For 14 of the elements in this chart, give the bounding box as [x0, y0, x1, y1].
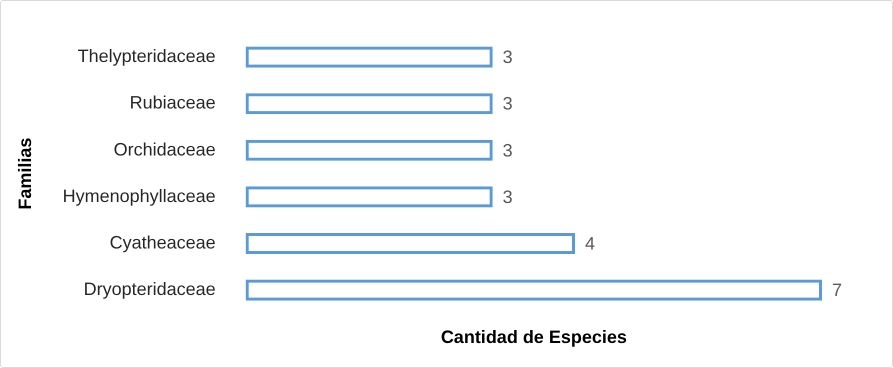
data-label: 3 — [502, 140, 513, 160]
y-tick-label: Orchidaceae — [114, 139, 216, 160]
data-label: 3 — [502, 186, 513, 207]
y-tick-label: Hymenophyllaceae — [62, 186, 216, 206]
data-label: 7 — [832, 280, 842, 300]
y-tick-label: Thelypteridaceae — [78, 46, 216, 66]
y-tick-label: Cyatheaceae — [110, 232, 216, 252]
y-tick-label: Rubiaceae — [130, 92, 216, 113]
x-axis-title: Cantidad de Especies — [440, 327, 627, 348]
y-tick-label: Dryopteridaceae — [84, 279, 216, 300]
y-axis-title: Familias — [14, 138, 35, 210]
data-label: 3 — [502, 47, 513, 68]
data-label: 4 — [585, 233, 596, 254]
data-label: 3 — [502, 94, 513, 114]
